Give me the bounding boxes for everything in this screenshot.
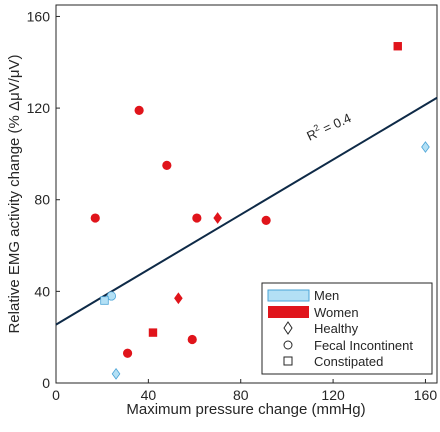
x-tick-label: 80 <box>233 387 249 403</box>
data-point-women-circle <box>261 215 271 225</box>
y-tick-label: 80 <box>34 192 50 208</box>
data-point-men-circle <box>106 291 117 301</box>
data-points <box>90 42 430 380</box>
data-point-men-diamond <box>421 141 430 153</box>
data-point-women-diamond <box>213 212 222 224</box>
data-point-women-circle <box>187 334 197 345</box>
data-point-women-square <box>148 328 158 337</box>
legend-label-women: Women <box>314 305 359 320</box>
legend-square-marker <box>283 356 293 366</box>
x-tick-label: 0 <box>52 387 60 403</box>
data-point-women-circle <box>90 213 100 223</box>
legend-swatch-women <box>268 306 309 318</box>
data-point-women-circle <box>162 160 172 170</box>
legend-label-constipated: Constipated <box>314 354 383 369</box>
data-point-women-diamond <box>174 292 183 305</box>
data-point-men-square <box>100 296 109 305</box>
data-point-women-circle <box>134 105 144 115</box>
x-tick-label: 40 <box>141 387 157 403</box>
y-tick-label: 40 <box>34 283 50 299</box>
x-axis-ticks: 0 40 80 120 160 <box>52 379 437 403</box>
data-point-women-circle <box>192 213 202 223</box>
data-point-women-circle <box>122 348 133 358</box>
legend-diamond-marker <box>283 321 293 335</box>
data-point-men-diamond <box>111 367 121 380</box>
x-tick-label: 160 <box>414 387 438 403</box>
data-point-women-square <box>393 42 402 51</box>
r-squared-exponent: 2 <box>312 122 321 133</box>
legend-label-fecal-incontinent: Fecal Incontinent <box>314 338 413 353</box>
y-axis-label: Relative EMG activity change (% ΔμV/μV) <box>6 54 23 333</box>
y-tick-label: 0 <box>42 375 50 391</box>
legend-circle-marker <box>283 340 293 350</box>
y-tick-label: 120 <box>27 100 51 116</box>
legend-swatch-men <box>267 289 310 302</box>
legend-label-men: Men <box>314 288 339 303</box>
y-axis-ticks: 0 40 80 120 160 <box>27 8 60 391</box>
trend-line <box>55 96 438 326</box>
x-tick-label: 120 <box>321 387 345 403</box>
legend-label-healthy: Healthy <box>314 321 359 336</box>
y-tick-label: 160 <box>27 8 51 24</box>
x-axis-label: Maximum pressure change (mmHg) <box>126 401 365 418</box>
legend: Men Women Healthy Fecal Incontinent Cons… <box>261 282 433 375</box>
